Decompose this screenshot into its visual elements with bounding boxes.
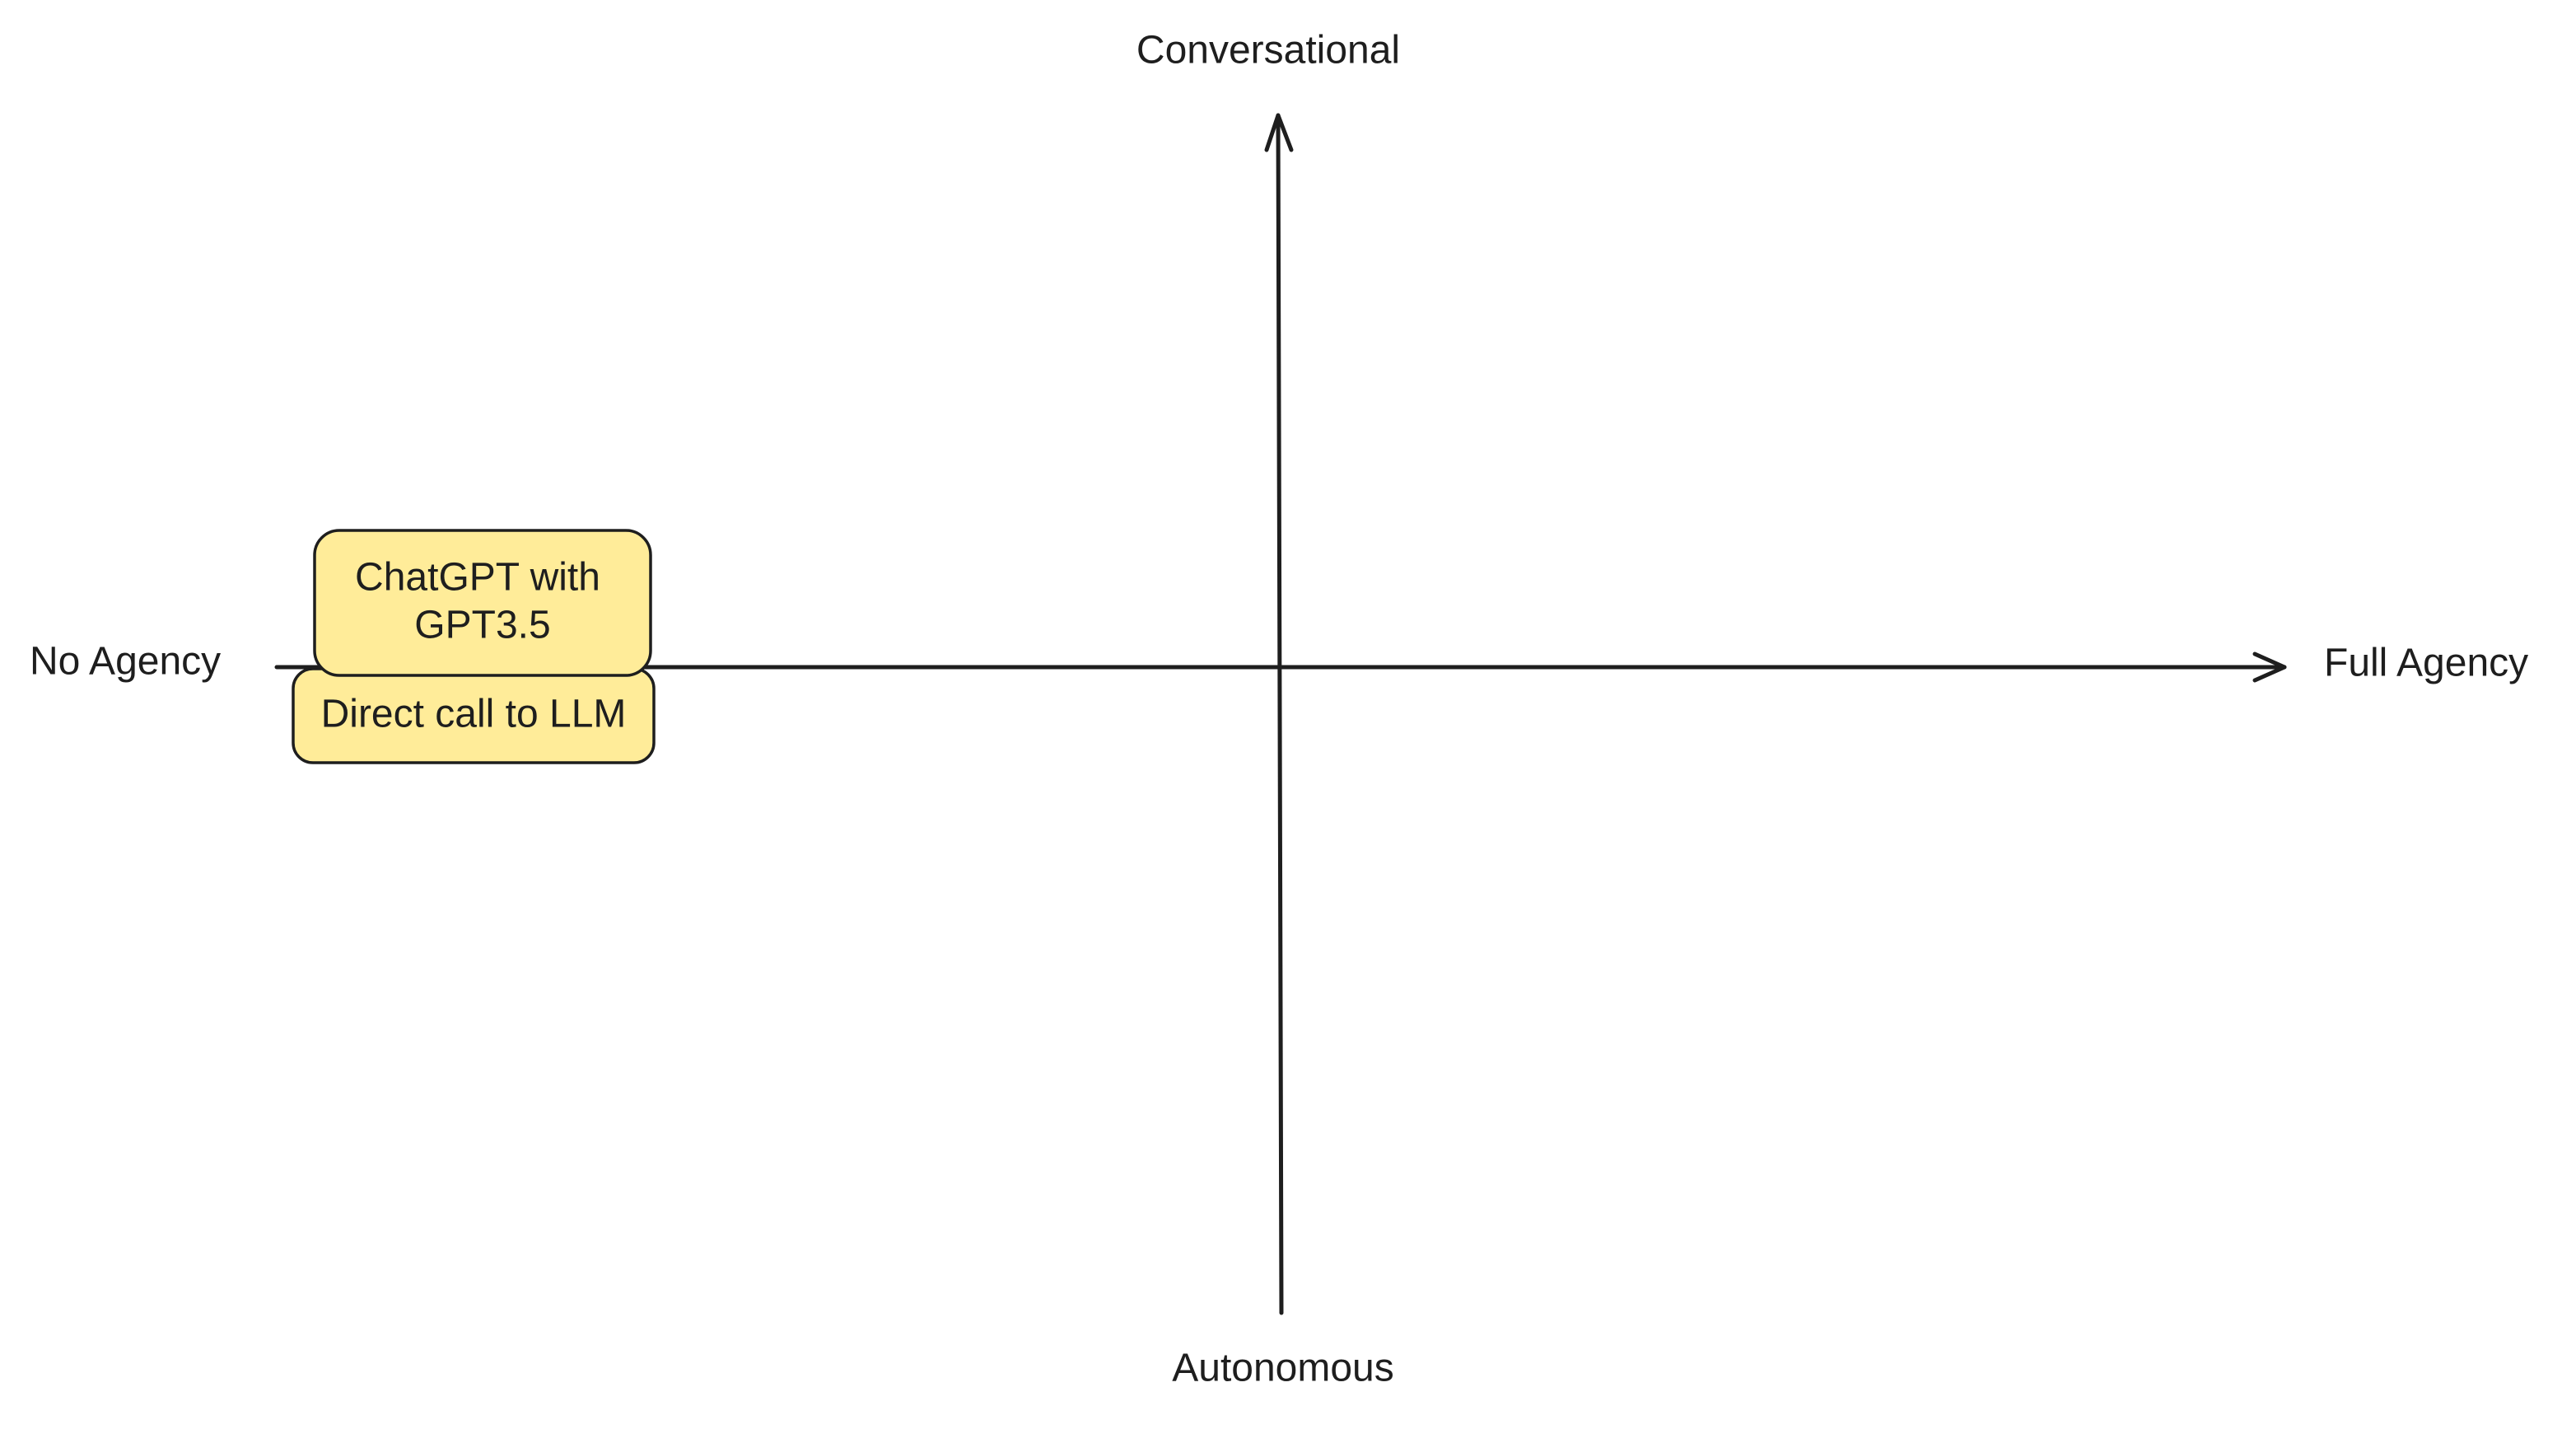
horizontal-arrowhead	[2252, 651, 2287, 683]
vertical-arrowhead	[1264, 113, 1294, 152]
axis-label-bottom: Autonomous	[1172, 1347, 1394, 1390]
node-label: Direct call to LLM	[321, 693, 627, 736]
vertical-axis	[1276, 113, 1284, 1315]
node: Direct call to LLM	[292, 667, 656, 764]
node: ChatGPT with GPT3.5	[313, 529, 652, 677]
node-box	[313, 529, 652, 677]
axis-label-right: Full Agency	[2324, 642, 2528, 685]
node-label: GPT3.5	[414, 604, 550, 647]
node-label: ChatGPT with	[355, 556, 600, 600]
axis-label-top: Conversational	[1136, 29, 1400, 72]
axis-label-left: No Agency	[30, 640, 221, 684]
